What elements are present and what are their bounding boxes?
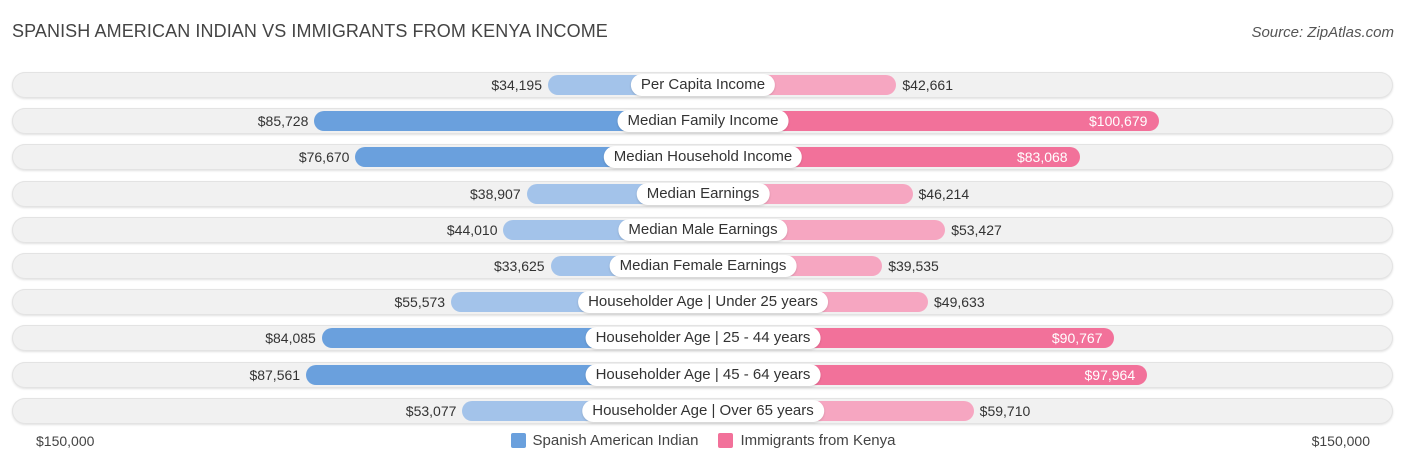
chart-area: $34,195 $42,661 Per Capita Income $85,728 $1…	[12, 72, 1393, 424]
legend-swatch-right	[718, 433, 734, 448]
bar-left	[314, 111, 703, 132]
value-label-right: $49,633	[934, 294, 985, 311]
legend-swatch-left	[510, 433, 526, 448]
value-label-left: $38,907	[470, 185, 521, 202]
category-label: Householder Age | Under 25 years	[578, 291, 828, 314]
value-label-left: $76,670	[298, 149, 350, 166]
value-label-right: $83,068	[1016, 149, 1068, 166]
value-label-right: $97,964	[1084, 366, 1136, 383]
value-label-left: $84,085	[265, 330, 316, 347]
value-label-right: $59,710	[979, 402, 1031, 419]
category-label: Median Male Earnings	[618, 218, 788, 241]
legend-item-right: Immigrants from Kenya	[718, 432, 895, 449]
value-label-left: $34,195	[491, 77, 542, 93]
category-label: Householder Age | 25 - 44 years	[585, 327, 821, 350]
value-label-right: $39,535	[888, 258, 939, 274]
legend-label-right: Immigrants from Kenya	[740, 432, 896, 449]
axis-right-label: $150,000	[1311, 433, 1370, 449]
category-label: Median Earnings	[636, 182, 770, 205]
category-label: Median Household Income	[603, 146, 803, 169]
bar-right	[703, 111, 1160, 132]
value-label-right: $90,767	[1051, 330, 1103, 347]
axis-left-label: $150,000	[36, 433, 95, 449]
value-label-right: $46,214	[918, 185, 970, 202]
source-note: Source: ZipAtlas.com	[1251, 24, 1394, 41]
value-label-left: $55,573	[394, 294, 446, 311]
category-label: Householder Age | Over 65 years	[582, 399, 824, 422]
value-label-right: $53,427	[951, 221, 1002, 238]
value-label-left: $85,728	[257, 113, 309, 130]
value-label-left: $53,077	[405, 402, 457, 419]
value-label-left: $44,010	[446, 221, 498, 238]
value-label-left: $87,561	[249, 366, 301, 383]
legend-label-left: Spanish American Indian	[532, 432, 699, 449]
category-label: Householder Age | 45 - 64 years	[585, 363, 821, 386]
category-label: Per Capita Income	[630, 74, 776, 96]
value-label-right: $100,679	[1089, 113, 1148, 130]
category-label: Median Family Income	[617, 110, 789, 133]
legend-item-left: Spanish American Indian	[510, 432, 699, 449]
value-label-left: $33,625	[493, 258, 545, 274]
value-label-right: $42,661	[902, 77, 953, 93]
chart-title: SPANISH AMERICAN INDIAN VS IMMIGRANTS FR…	[12, 21, 608, 41]
legend: Spanish American Indian Immigrants from …	[0, 432, 1406, 449]
category-label: Median Female Earnings	[609, 255, 797, 277]
